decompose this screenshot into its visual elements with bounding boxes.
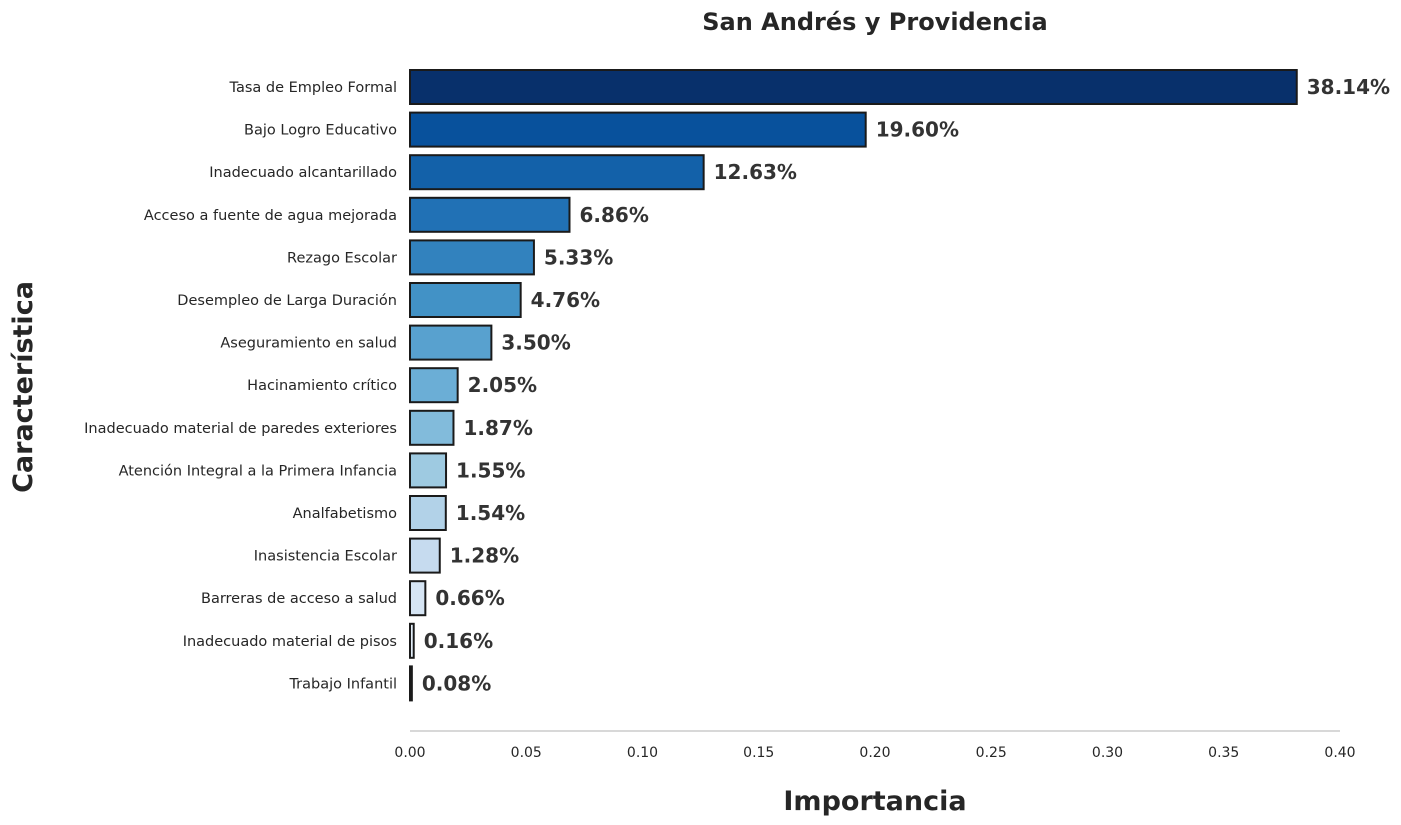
x-tick-label: 0.05 xyxy=(511,745,542,761)
x-tick-label: 0.15 xyxy=(743,745,774,761)
category-label: Aseguramiento en salud xyxy=(220,336,397,352)
x-tick-label: 0.30 xyxy=(1092,745,1123,761)
value-label: 3.50% xyxy=(501,331,570,355)
value-label: 0.66% xyxy=(435,586,504,610)
value-label: 6.86% xyxy=(579,203,648,227)
value-label: 12.63% xyxy=(714,160,797,184)
category-label: Desempleo de Larga Duración xyxy=(177,293,397,309)
bar-7 xyxy=(409,367,459,404)
value-label: 1.87% xyxy=(463,416,532,440)
x-tick-labels-group: 0.00 0.05 0.10 0.15 0.20 0.25 0.30 0.35 0.40 xyxy=(394,745,1355,761)
bars-group xyxy=(409,69,1298,702)
value-label: 1.28% xyxy=(450,544,519,568)
bar-14 xyxy=(409,665,413,702)
category-label: Analfabetismo xyxy=(293,506,398,522)
bar-8 xyxy=(409,409,455,446)
value-label: 1.55% xyxy=(456,458,525,482)
category-label: Inadecuado material de paredes exteriore… xyxy=(84,421,397,437)
x-tick-label: 0.40 xyxy=(1324,745,1355,761)
y-axis-label: Característica xyxy=(8,281,39,493)
x-tick-label: 0.10 xyxy=(627,745,658,761)
value-label: 0.08% xyxy=(422,671,491,695)
bar-6 xyxy=(409,324,493,361)
category-label: Rezago Escolar xyxy=(287,250,397,266)
bar-12 xyxy=(409,580,427,617)
bar-13 xyxy=(409,622,415,659)
bar-2 xyxy=(409,154,705,191)
category-label: Inasistencia Escolar xyxy=(254,549,397,565)
category-label: Inadecuado alcantarillado xyxy=(209,165,397,181)
value-label: 5.33% xyxy=(544,245,613,269)
value-label: 38.14% xyxy=(1307,75,1390,99)
x-tick-label: 0.00 xyxy=(394,745,425,761)
value-label: 2.05% xyxy=(468,373,537,397)
category-label: Trabajo Infantil xyxy=(288,676,397,692)
value-label: 0.16% xyxy=(424,629,493,653)
bar-0 xyxy=(409,69,1298,105)
category-labels-group: Tasa de Empleo Formal Bajo Logro Educativ… xyxy=(84,80,397,692)
category-label: Inadecuado material de pisos xyxy=(183,634,397,650)
bar-3 xyxy=(409,196,571,233)
chart-title: San Andrés y Providencia xyxy=(702,8,1048,36)
bar-5 xyxy=(409,282,522,318)
category-label: Atención Integral a la Primera Infancia xyxy=(119,463,397,479)
bar-11 xyxy=(409,537,441,574)
bar-9 xyxy=(409,452,448,489)
bar-1 xyxy=(409,111,867,148)
bar-10 xyxy=(409,495,447,531)
x-tick-label: 0.25 xyxy=(976,745,1007,761)
category-label: Barreras de acceso a salud xyxy=(201,591,397,607)
x-axis-label: Importancia xyxy=(783,786,966,817)
value-label: 4.76% xyxy=(531,288,600,312)
x-tick-label: 0.20 xyxy=(859,745,890,761)
value-label: 19.60% xyxy=(876,118,959,142)
value-labels-group: 38.14% 19.60% 12.63% 6.86% 5.33% 4.76% 3.50% 2.… xyxy=(422,75,1390,695)
category-label: Hacinamiento crítico xyxy=(247,378,397,394)
category-label: Tasa de Empleo Formal xyxy=(229,80,398,96)
category-label: Bajo Logro Educativo xyxy=(244,123,397,139)
bar-4 xyxy=(409,239,535,276)
value-label: 1.54% xyxy=(456,501,525,525)
category-label: Acceso a fuente de agua mejorada xyxy=(144,208,397,224)
x-tick-label: 0.35 xyxy=(1208,745,1239,761)
